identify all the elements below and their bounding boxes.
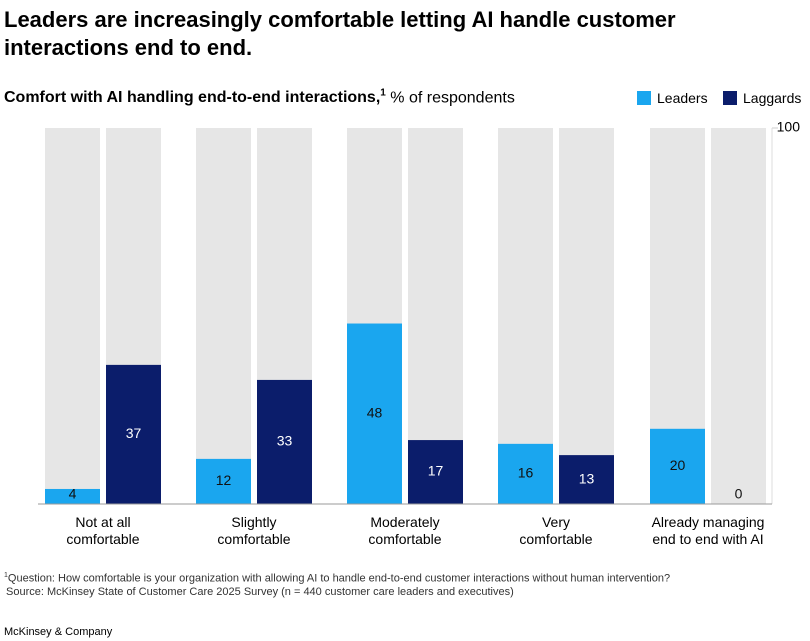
background-bar — [711, 128, 766, 504]
bar — [106, 364, 161, 504]
bar — [347, 323, 402, 504]
chart-title: Leaders are increasingly comfortable let… — [4, 7, 676, 60]
bar — [45, 488, 100, 504]
value-label: 13 — [579, 470, 595, 486]
x-tick-label: Already managing end to end with AI — [651, 514, 765, 547]
legend-item: Leaders — [637, 90, 708, 106]
legend-swatch — [723, 91, 737, 105]
unit: % of respondents — [390, 89, 515, 107]
subtitle-text: Comfort with AI handling end-to-end inte… — [4, 89, 381, 107]
value-label: 20 — [670, 457, 686, 473]
subtitle: Comfort with AI handling end-to-end inte… — [4, 88, 515, 107]
value-label: 16 — [518, 465, 534, 481]
legend-swatch — [637, 91, 651, 105]
x-tick-label: Very comfortable — [519, 514, 593, 547]
value-label: 4 — [69, 486, 77, 502]
legend-label: Leaders — [657, 90, 708, 106]
background-bar — [196, 128, 251, 504]
x-tick-label: Slightly comfortable — [217, 514, 291, 547]
legend-label: Laggards — [743, 90, 802, 106]
x-tick-label: Moderately comfortable — [368, 514, 442, 547]
value-label: 33 — [277, 433, 293, 449]
value-label: 17 — [428, 463, 444, 479]
footnotes: 1Question: How comfortable is your organ… — [4, 569, 670, 599]
background-bar — [559, 128, 614, 504]
bar — [408, 440, 463, 504]
value-label: 0 — [735, 486, 743, 502]
value-label: 12 — [216, 472, 232, 488]
subtitle-note: 1 — [380, 88, 386, 99]
bar — [559, 455, 614, 504]
bar — [650, 428, 705, 504]
footnote-marker: 1 — [4, 572, 8, 579]
footnote: 1Question: How comfortable is your organ… — [4, 569, 670, 586]
legend-item: Laggards — [723, 90, 801, 106]
bar — [498, 443, 553, 504]
background-bar — [498, 128, 553, 504]
y-tick-label: 100 — [777, 119, 801, 135]
brand: McKinsey & Company — [4, 626, 113, 638]
bar — [196, 458, 251, 504]
value-label: 37 — [126, 425, 142, 441]
background-bar — [45, 128, 100, 504]
footnote-text: Question: How comfortable is your organi… — [7, 572, 671, 585]
bar — [257, 379, 312, 504]
x-tick-label: Not at all comfortable — [66, 514, 140, 547]
source: Source: McKinsey State of Customer Care … — [6, 585, 514, 598]
value-label: 48 — [367, 404, 383, 420]
